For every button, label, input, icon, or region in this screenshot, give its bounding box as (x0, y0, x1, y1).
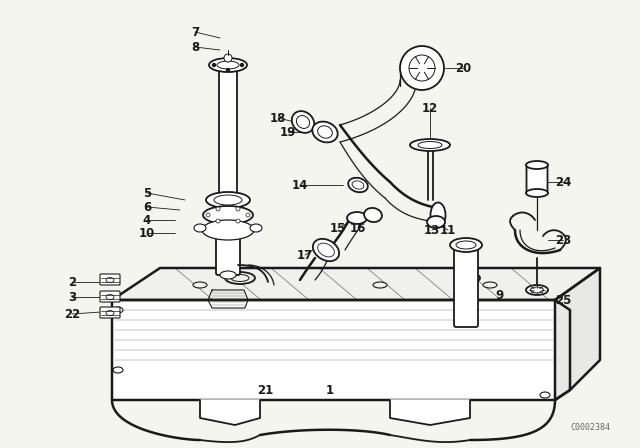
Ellipse shape (312, 121, 338, 142)
Ellipse shape (456, 241, 476, 249)
Ellipse shape (526, 285, 548, 295)
Ellipse shape (347, 212, 367, 224)
Polygon shape (390, 400, 470, 425)
Ellipse shape (313, 239, 339, 261)
Text: 15: 15 (330, 221, 346, 234)
Ellipse shape (250, 224, 262, 232)
Text: 2: 2 (68, 276, 76, 289)
Circle shape (400, 46, 444, 90)
Ellipse shape (193, 282, 207, 288)
Circle shape (409, 55, 435, 81)
Text: 21: 21 (257, 383, 273, 396)
Circle shape (227, 69, 230, 72)
Text: 14: 14 (292, 178, 308, 191)
Ellipse shape (292, 111, 314, 133)
Ellipse shape (427, 216, 445, 228)
Ellipse shape (217, 61, 239, 69)
Text: C0002384: C0002384 (570, 423, 610, 432)
Circle shape (227, 59, 230, 61)
Ellipse shape (220, 271, 236, 279)
Text: 7: 7 (191, 26, 199, 39)
Text: 1: 1 (326, 383, 334, 396)
Ellipse shape (106, 294, 114, 300)
Circle shape (246, 213, 250, 217)
Text: 25: 25 (555, 293, 571, 306)
Ellipse shape (106, 310, 114, 315)
Ellipse shape (113, 307, 123, 313)
Ellipse shape (113, 367, 123, 373)
Polygon shape (200, 400, 260, 425)
Ellipse shape (418, 142, 442, 148)
Ellipse shape (231, 275, 249, 281)
Ellipse shape (540, 392, 550, 398)
FancyBboxPatch shape (100, 291, 120, 302)
Ellipse shape (483, 282, 497, 288)
Text: 24: 24 (555, 176, 571, 189)
Ellipse shape (364, 208, 382, 222)
Circle shape (236, 207, 240, 211)
Ellipse shape (209, 58, 247, 72)
Circle shape (216, 207, 220, 211)
Text: 17: 17 (297, 249, 313, 262)
Text: 3: 3 (68, 290, 76, 303)
Circle shape (236, 219, 240, 223)
Text: 6: 6 (143, 201, 151, 214)
Text: 11: 11 (440, 224, 456, 237)
Polygon shape (555, 268, 600, 400)
Ellipse shape (373, 282, 387, 288)
Text: 10: 10 (139, 227, 155, 240)
Circle shape (206, 213, 210, 217)
Ellipse shape (348, 178, 368, 192)
Text: 22: 22 (64, 307, 80, 320)
Text: 16: 16 (350, 221, 366, 234)
FancyBboxPatch shape (454, 243, 478, 327)
Ellipse shape (526, 189, 548, 197)
Ellipse shape (225, 272, 255, 284)
FancyBboxPatch shape (100, 307, 120, 318)
Ellipse shape (203, 206, 253, 224)
Text: 8: 8 (191, 40, 199, 53)
Text: 19: 19 (280, 125, 296, 138)
FancyBboxPatch shape (216, 236, 240, 275)
Polygon shape (112, 300, 570, 400)
Ellipse shape (450, 238, 482, 252)
Ellipse shape (214, 195, 242, 205)
Ellipse shape (526, 161, 548, 169)
Ellipse shape (410, 139, 450, 151)
Ellipse shape (202, 220, 254, 240)
FancyBboxPatch shape (100, 274, 120, 285)
Ellipse shape (460, 273, 480, 283)
Text: 23: 23 (555, 233, 571, 246)
Ellipse shape (531, 287, 543, 293)
Text: 9: 9 (496, 289, 504, 302)
Ellipse shape (106, 277, 114, 283)
Text: 5: 5 (143, 186, 151, 199)
Circle shape (241, 64, 243, 66)
Ellipse shape (206, 192, 250, 208)
FancyBboxPatch shape (219, 64, 237, 214)
Text: 20: 20 (455, 61, 471, 74)
Polygon shape (112, 268, 600, 300)
Circle shape (212, 64, 216, 66)
Ellipse shape (352, 181, 364, 189)
Circle shape (216, 219, 220, 223)
Ellipse shape (296, 116, 310, 129)
Circle shape (224, 54, 232, 62)
Text: 4: 4 (143, 214, 151, 227)
Text: 18: 18 (270, 112, 286, 125)
Ellipse shape (317, 243, 334, 257)
Text: 12: 12 (422, 102, 438, 115)
Ellipse shape (194, 224, 206, 232)
FancyBboxPatch shape (527, 164, 547, 194)
Ellipse shape (431, 202, 445, 228)
Ellipse shape (317, 126, 332, 138)
Text: 13: 13 (424, 224, 440, 237)
